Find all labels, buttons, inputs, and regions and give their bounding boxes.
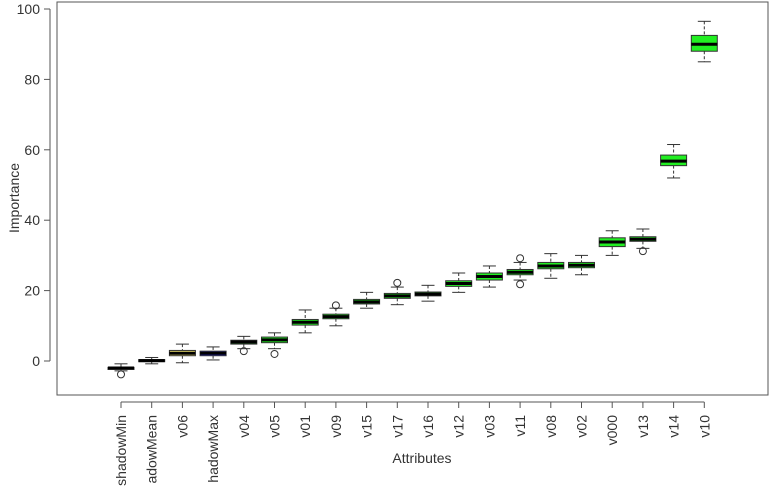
x-tick-label: v04 bbox=[236, 415, 252, 438]
x-tick-label: v05 bbox=[267, 415, 283, 438]
x-tick-label: v09 bbox=[328, 415, 344, 438]
box-v06 bbox=[168, 343, 196, 364]
outlier-point bbox=[331, 301, 340, 310]
box-v000 bbox=[598, 230, 626, 256]
x-tick-label: v11 bbox=[512, 415, 528, 437]
box-v09 bbox=[322, 301, 350, 327]
box-v14 bbox=[660, 144, 688, 179]
outlier-point bbox=[516, 280, 525, 289]
x-axis: shadowMin adowMean v06 hadowMax v04 v05 v01 v09… bbox=[113, 401, 712, 486]
box-v11 bbox=[506, 254, 534, 289]
box-v01 bbox=[291, 309, 319, 334]
y-tick-label: 100 bbox=[17, 1, 41, 17]
plot-frame bbox=[56, 1, 769, 396]
x-tick-label: v16 bbox=[420, 415, 436, 438]
box-v17 bbox=[383, 278, 411, 306]
x-tick-label: v06 bbox=[174, 415, 190, 438]
outlier-point bbox=[393, 278, 402, 287]
x-tick-label: v01 bbox=[297, 415, 313, 438]
boxes-layer bbox=[107, 20, 718, 379]
y-axis-title: Importance bbox=[6, 163, 22, 233]
y-tick-label: 20 bbox=[24, 283, 40, 299]
box-v04 bbox=[230, 335, 258, 356]
x-tick-label: v02 bbox=[574, 415, 590, 438]
box-adowMean bbox=[138, 356, 166, 365]
box-shadowMin bbox=[107, 363, 135, 379]
box-v05 bbox=[261, 332, 288, 358]
box-v12 bbox=[445, 272, 473, 293]
x-axis-title: Attributes bbox=[392, 450, 451, 466]
box-v13 bbox=[629, 228, 657, 256]
x-tick-label: v000 bbox=[604, 415, 620, 446]
x-tick-label: v12 bbox=[451, 415, 467, 438]
box-v15 bbox=[353, 291, 381, 309]
x-tick-label: adowMean bbox=[144, 415, 160, 484]
box-v08 bbox=[537, 253, 565, 279]
y-tick-label: 0 bbox=[32, 353, 40, 369]
y-tick-label: 80 bbox=[24, 71, 40, 87]
y-tick-label: 40 bbox=[24, 212, 40, 228]
outlier-point bbox=[516, 254, 525, 263]
x-tick-label: hadowMax bbox=[205, 415, 221, 483]
x-tick-label: v17 bbox=[389, 415, 405, 438]
x-tick-label: v08 bbox=[543, 415, 559, 438]
x-tick-label: v13 bbox=[635, 415, 651, 438]
outlier-point bbox=[638, 247, 647, 256]
y-tick-label: 60 bbox=[24, 142, 40, 158]
outlier-point bbox=[117, 370, 125, 379]
box-v03 bbox=[475, 265, 503, 288]
outlier-point bbox=[239, 347, 248, 356]
box-v02 bbox=[568, 254, 595, 276]
y-axis: 0 20 40 60 80 100 bbox=[17, 1, 51, 369]
box-v10 bbox=[690, 20, 718, 63]
x-tick-label: v10 bbox=[696, 415, 712, 438]
x-tick-label: v14 bbox=[666, 415, 682, 438]
box-v16 bbox=[414, 284, 442, 302]
outlier-point bbox=[270, 349, 279, 358]
x-tick-label: v03 bbox=[481, 415, 497, 438]
x-tick-label: v15 bbox=[359, 415, 375, 438]
box-hadowMax bbox=[199, 346, 227, 361]
x-tick-label: shadowMin bbox=[113, 415, 129, 486]
